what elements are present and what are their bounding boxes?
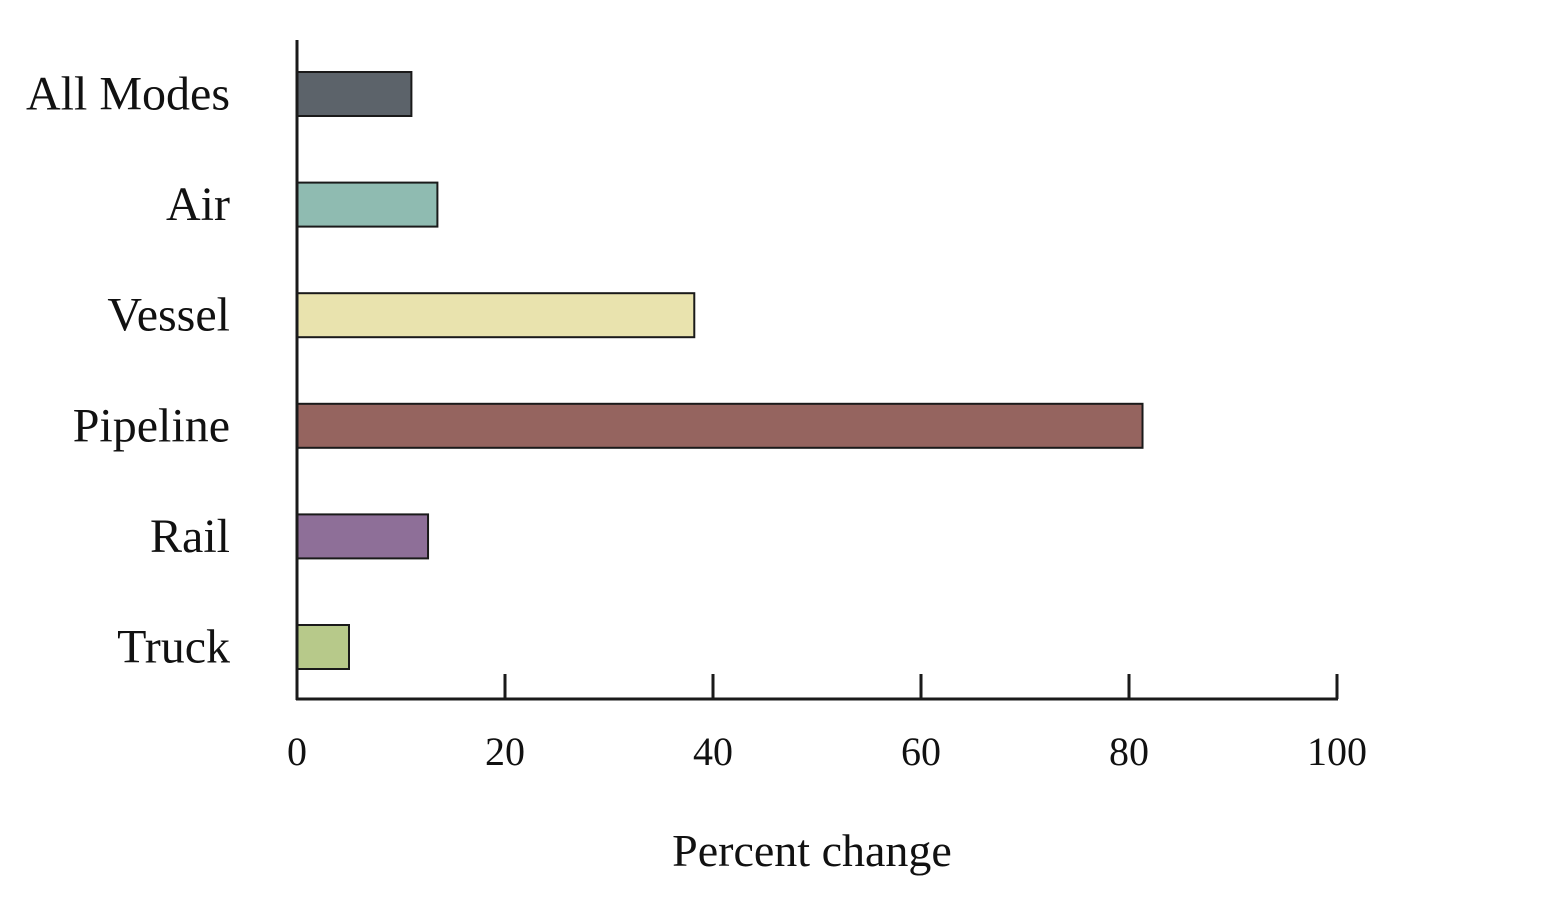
- category-label-rail: Rail: [150, 510, 230, 563]
- x-tick-label: 40: [693, 729, 733, 774]
- category-labels: All Modes Air Vessel Pipeline Rail Truck: [26, 68, 230, 674]
- bars-group: [296, 71, 1144, 670]
- category-label-all-modes: All Modes: [26, 68, 230, 121]
- x-tick-label: 0: [287, 729, 307, 774]
- bar-rail: [296, 513, 430, 560]
- bar-air: [296, 181, 439, 228]
- bar-all-modes: [296, 71, 413, 117]
- bar-vessel: [296, 292, 696, 339]
- bar-truck: [296, 624, 350, 670]
- category-label-pipeline: Pipeline: [73, 399, 230, 452]
- category-label-truck: Truck: [117, 621, 230, 674]
- x-tick-label: 60: [901, 729, 941, 774]
- x-axis-title: Percent change: [672, 825, 952, 876]
- category-label-vessel: Vessel: [107, 289, 230, 342]
- bar-pipeline: [296, 402, 1144, 449]
- category-label-air: Air: [166, 178, 230, 231]
- x-tick-label: 80: [1109, 729, 1149, 774]
- x-tick-label: 20: [485, 729, 525, 774]
- x-ticks: 0 20 40 60 80 100: [287, 674, 1367, 774]
- x-tick-label: 100: [1307, 729, 1367, 774]
